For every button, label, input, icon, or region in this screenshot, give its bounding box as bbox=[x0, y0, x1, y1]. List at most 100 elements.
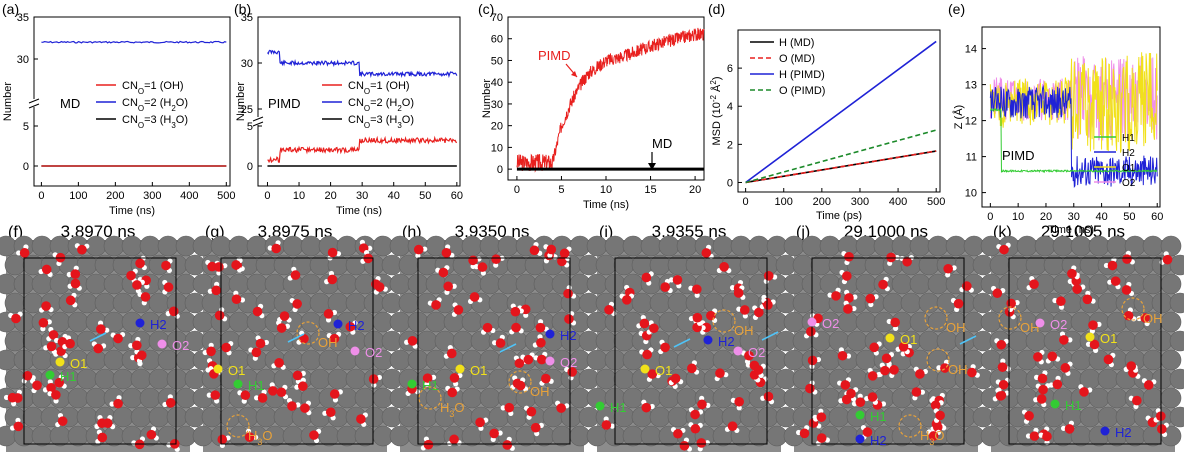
panel-b-xtick-label: 60 bbox=[451, 190, 463, 202]
oxygen-atom bbox=[299, 333, 309, 344]
atom-tag: H1 bbox=[422, 378, 439, 393]
surface-atom bbox=[954, 406, 976, 428]
oxygen-atom bbox=[943, 263, 953, 274]
surface-atom bbox=[345, 292, 367, 314]
oxygen-atom bbox=[715, 368, 725, 379]
surface-atom bbox=[67, 425, 89, 447]
oxygen-atom bbox=[867, 371, 878, 381]
surface-atom bbox=[130, 406, 152, 428]
panel-b-ylabel: Number bbox=[235, 82, 247, 121]
panel-a-legend-2-text: CNO=3 (H3O) bbox=[122, 114, 188, 130]
oxygen-atom bbox=[559, 248, 570, 259]
oxygen-atom bbox=[298, 381, 308, 392]
atom-tag: H1 bbox=[1065, 398, 1082, 413]
surface-atom bbox=[22, 330, 44, 352]
oxygen-atom bbox=[290, 270, 301, 280]
oxygen-atom bbox=[1033, 352, 1043, 362]
surface-atom bbox=[1169, 406, 1184, 428]
surface-atom bbox=[488, 368, 510, 390]
surface-atom bbox=[586, 311, 608, 333]
tagged-atom bbox=[595, 401, 605, 411]
surface-atom bbox=[1007, 368, 1029, 390]
oxygen-atom bbox=[443, 281, 454, 292]
oxygen-atom bbox=[601, 420, 612, 430]
panel-a-xtick-label: 100 bbox=[69, 190, 87, 202]
oxygen-atom bbox=[996, 339, 1007, 350]
oxygen-atom bbox=[692, 312, 703, 323]
oxygen-atom bbox=[168, 306, 179, 317]
oxygen-atom bbox=[855, 397, 866, 408]
surface-atom bbox=[479, 387, 501, 409]
oxygen-atom bbox=[1056, 296, 1066, 307]
surface-atom bbox=[1106, 387, 1128, 409]
panel-b-break bbox=[252, 121, 264, 127]
oxygen-atom bbox=[763, 300, 773, 310]
highlight-circle bbox=[226, 414, 250, 438]
oxygen-atom bbox=[1123, 310, 1134, 321]
oxygen-atom bbox=[126, 270, 136, 281]
surface-atom bbox=[22, 406, 44, 428]
surface-atom bbox=[1133, 330, 1155, 352]
panel-d-legend-text: O (PIMD) bbox=[779, 85, 825, 97]
oxygen-atom bbox=[447, 387, 458, 398]
surface-atom bbox=[1097, 406, 1119, 428]
panel-e-xtick-label: 30 bbox=[1068, 211, 1080, 223]
surface-atom bbox=[1115, 406, 1137, 428]
atom-tag: O2 bbox=[365, 345, 382, 360]
panel-b-legend-0-text: CNO=1 (OH) bbox=[348, 80, 410, 96]
hydrogen-atom bbox=[523, 312, 529, 318]
surface-atom bbox=[855, 235, 877, 257]
panel-a-xtick-label: 300 bbox=[143, 190, 161, 202]
oxygen-atom bbox=[679, 440, 690, 451]
surface-atom bbox=[506, 330, 528, 352]
cell-boundary bbox=[614, 257, 768, 445]
cell-boundary bbox=[1008, 257, 1162, 445]
atom-tag: OH bbox=[318, 335, 338, 350]
oxygen-atom bbox=[642, 349, 652, 360]
oxygen-atom bbox=[356, 414, 366, 424]
surface-atom bbox=[94, 292, 116, 314]
surface-atom bbox=[228, 311, 250, 333]
hydrogen-atom bbox=[1067, 337, 1073, 343]
atom-tag: H1 bbox=[610, 400, 627, 415]
panel-b-series-oh bbox=[267, 135, 458, 164]
surface-atom bbox=[166, 406, 188, 428]
surface-atom bbox=[891, 425, 913, 447]
panel-b-break-mask bbox=[255, 117, 263, 125]
panel-c-ylabel: Number bbox=[481, 79, 493, 118]
surface-atom bbox=[891, 273, 913, 295]
cyan-arrow bbox=[287, 333, 305, 343]
panel-b-xtick-label: 50 bbox=[419, 190, 431, 202]
surface-atom bbox=[425, 311, 447, 333]
oxygen-atom bbox=[323, 309, 334, 319]
oxygen-atom bbox=[806, 326, 816, 337]
panel-c-ytick-label: 10 bbox=[491, 142, 503, 154]
surface-atom bbox=[980, 311, 1002, 333]
oxygen-atom bbox=[660, 282, 671, 292]
surface-atom bbox=[157, 235, 179, 257]
panel-d-ytick-label: 2 bbox=[727, 139, 733, 151]
panel-d-label: (d) bbox=[708, 1, 725, 17]
panel-e-xtick-label: 0 bbox=[987, 211, 993, 223]
surface-atom bbox=[148, 406, 170, 428]
oxygen-atom bbox=[1037, 373, 1048, 384]
hydrogen-atom bbox=[537, 319, 544, 325]
panel-a-xlabel: Time (ns) bbox=[109, 205, 155, 217]
panel-e-frame bbox=[981, 26, 1161, 208]
panel-e-xtick-label: 60 bbox=[1151, 211, 1163, 223]
panel-c-series-pimd bbox=[516, 27, 705, 173]
oxygen-atom bbox=[935, 410, 945, 421]
panel-a-ylabel: Number bbox=[2, 82, 14, 121]
surface-atom bbox=[246, 273, 268, 295]
oxygen-atom bbox=[251, 347, 262, 358]
surface-atom bbox=[783, 273, 805, 295]
surface-atom bbox=[345, 368, 367, 390]
surface-atom bbox=[192, 311, 214, 333]
oxygen-atom bbox=[840, 380, 851, 390]
oxygen-atom bbox=[529, 245, 540, 256]
surface-atom bbox=[855, 311, 877, 333]
